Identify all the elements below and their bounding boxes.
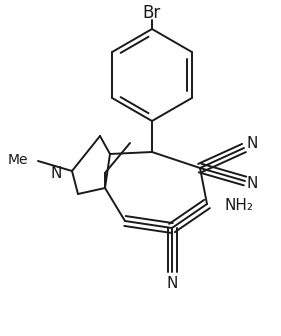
Text: N: N bbox=[166, 277, 178, 292]
Text: Me: Me bbox=[8, 153, 28, 167]
Text: NH₂: NH₂ bbox=[225, 199, 254, 213]
Text: Br: Br bbox=[143, 4, 161, 22]
Text: N: N bbox=[51, 167, 62, 181]
Text: N: N bbox=[246, 136, 258, 152]
Text: N: N bbox=[246, 176, 258, 192]
